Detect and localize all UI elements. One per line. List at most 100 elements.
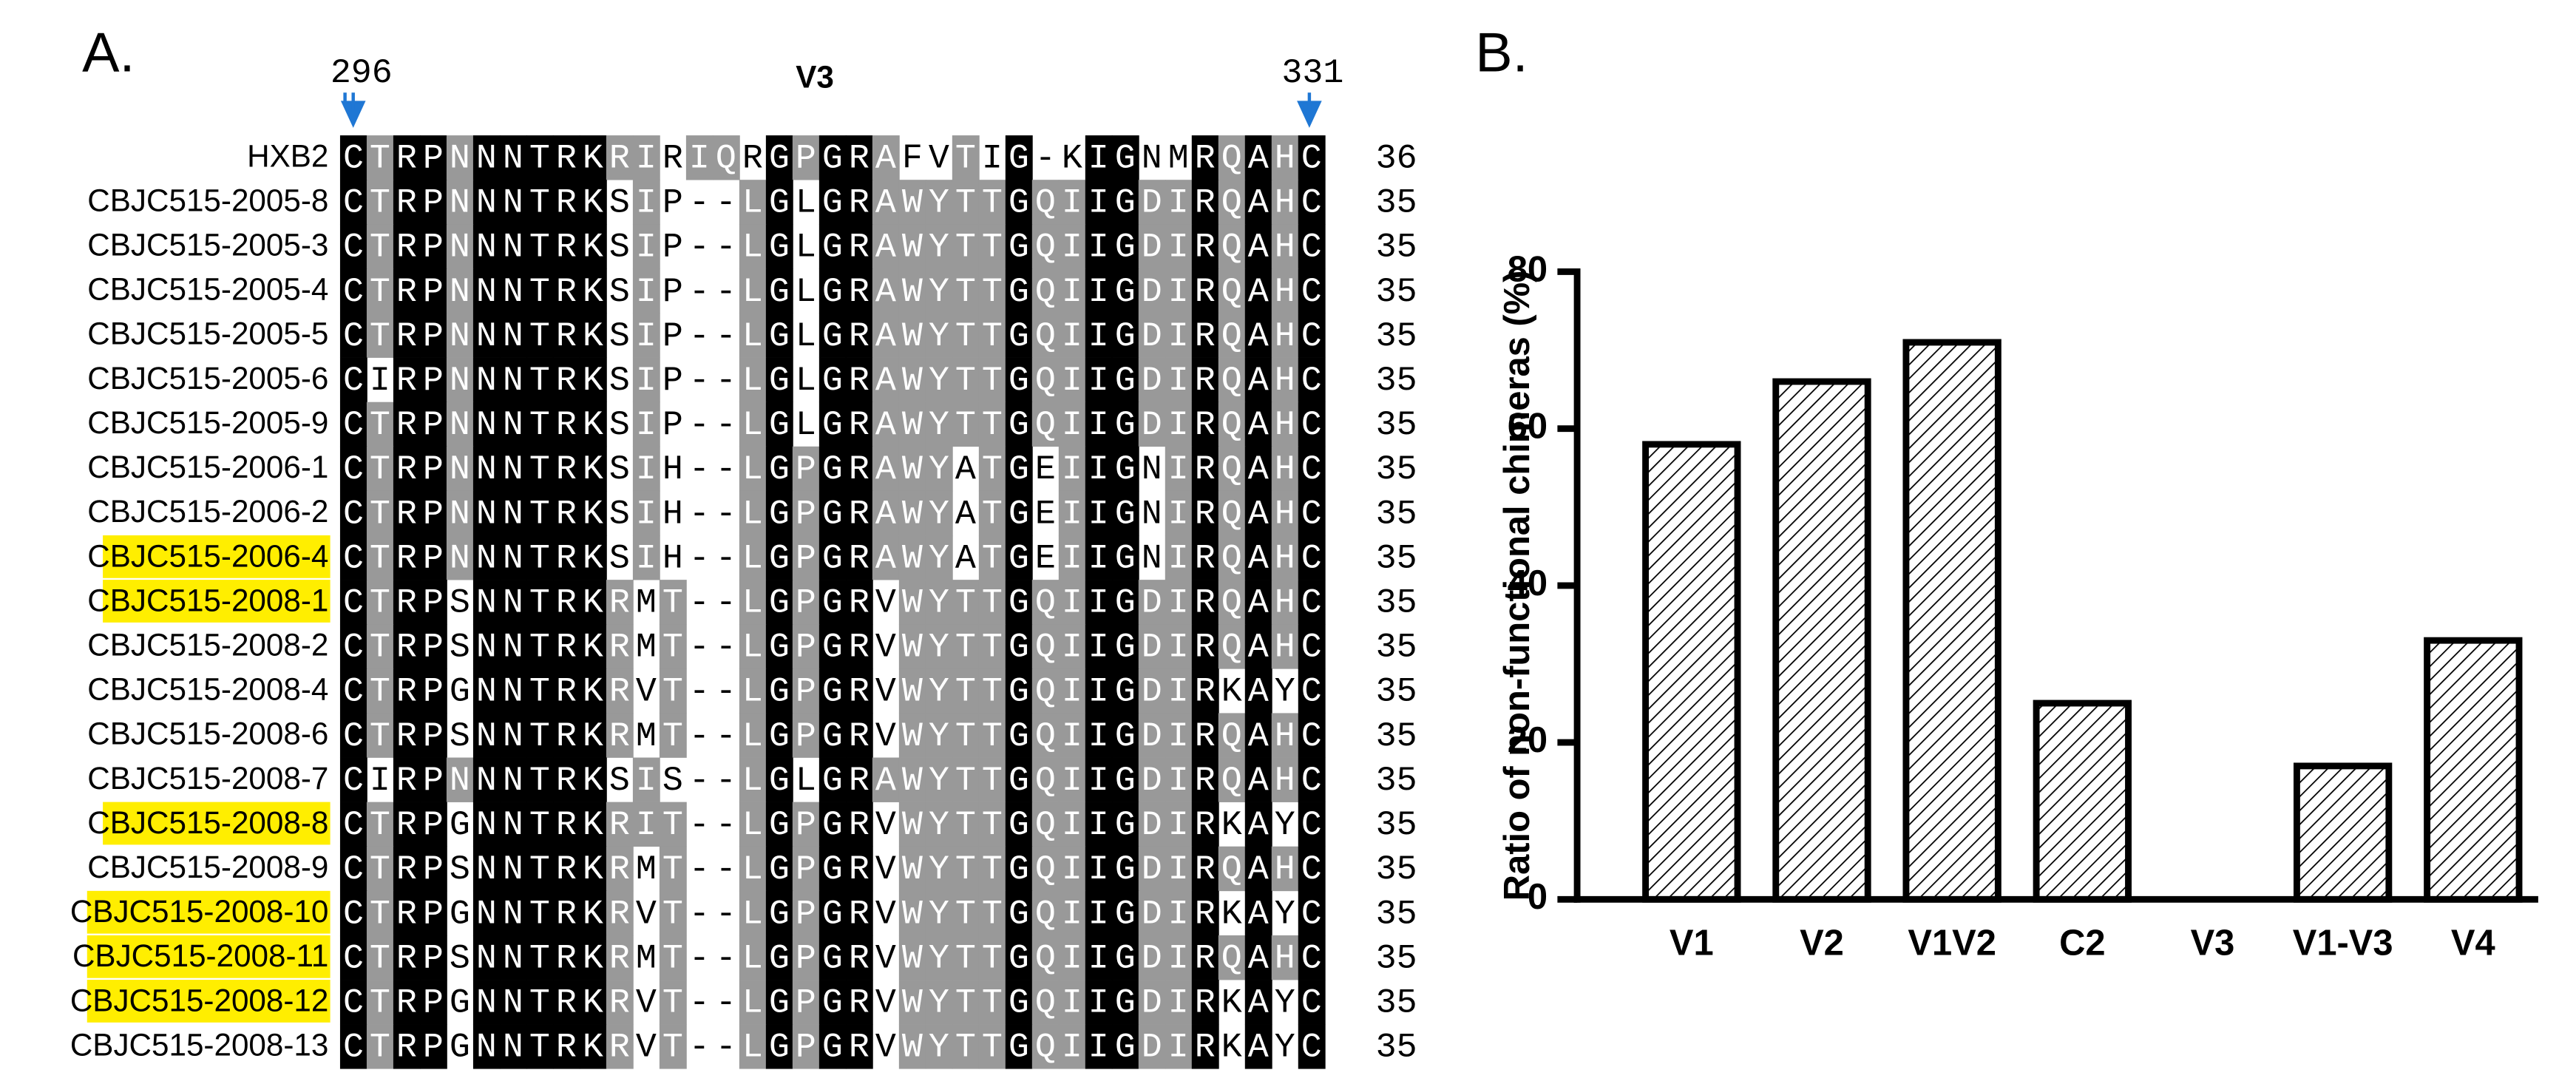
residue: V bbox=[636, 895, 657, 934]
residue: W bbox=[902, 939, 923, 978]
residue: P bbox=[423, 983, 444, 1023]
residue: I bbox=[1062, 495, 1082, 534]
residue: T bbox=[982, 1029, 1003, 1068]
highlight bbox=[103, 535, 331, 578]
residue: T bbox=[529, 939, 550, 978]
residue-shade bbox=[845, 268, 873, 314]
residue: - bbox=[716, 273, 736, 312]
residue-shade bbox=[579, 580, 607, 625]
residue: R bbox=[396, 406, 417, 445]
residue: T bbox=[982, 539, 1003, 578]
residue: A bbox=[875, 273, 896, 312]
residue: G bbox=[769, 406, 790, 445]
residue: I bbox=[1062, 939, 1082, 978]
residue: Q bbox=[1035, 184, 1056, 223]
residue: Q bbox=[1221, 450, 1242, 490]
residue: G bbox=[1115, 450, 1136, 490]
residue: G bbox=[822, 273, 843, 312]
residue: R bbox=[849, 584, 870, 623]
residue: H bbox=[1275, 495, 1295, 534]
residue: Y bbox=[929, 450, 949, 490]
residue: R bbox=[609, 629, 630, 668]
residue: A bbox=[1248, 983, 1269, 1023]
residue: G bbox=[1115, 762, 1136, 801]
residue: N bbox=[476, 629, 497, 668]
residue-shade bbox=[925, 580, 953, 625]
residue: I bbox=[636, 362, 657, 401]
residue: V bbox=[636, 1029, 657, 1068]
residue: D bbox=[1142, 762, 1162, 801]
residue-shade bbox=[1111, 624, 1139, 669]
residue-shade bbox=[1031, 402, 1060, 447]
residue: T bbox=[982, 184, 1003, 223]
residue-shade bbox=[845, 580, 873, 625]
residue: Y bbox=[929, 184, 949, 223]
residue: Y bbox=[929, 584, 949, 623]
residue-shade bbox=[472, 224, 501, 269]
residue: K bbox=[1221, 983, 1242, 1023]
residue-shade bbox=[1085, 313, 1113, 358]
residue-shade bbox=[1005, 268, 1033, 314]
residue-shade bbox=[366, 446, 394, 492]
residue: C bbox=[343, 762, 364, 801]
residue-shade bbox=[339, 313, 367, 358]
residue: P bbox=[423, 939, 444, 978]
residue: R bbox=[1195, 228, 1216, 268]
residue: A bbox=[955, 450, 976, 490]
residue: I bbox=[1062, 273, 1082, 312]
bar bbox=[1642, 441, 1741, 903]
residue: H bbox=[1275, 317, 1295, 356]
residue-shade bbox=[818, 713, 847, 758]
residue-shade bbox=[765, 224, 793, 269]
residue-shade bbox=[1058, 846, 1086, 892]
residue-shade bbox=[1031, 224, 1060, 269]
residue: P bbox=[423, 273, 444, 312]
residue-shade bbox=[978, 668, 1006, 714]
residue-shade bbox=[366, 535, 394, 580]
residue: - bbox=[689, 450, 710, 490]
residue: D bbox=[1142, 584, 1162, 623]
residue: G bbox=[1115, 1029, 1136, 1068]
residue: G bbox=[1009, 762, 1029, 801]
residue-shade bbox=[952, 713, 980, 758]
residue: C bbox=[1301, 1029, 1322, 1068]
residue-shade bbox=[526, 535, 554, 580]
residue-shade bbox=[792, 490, 820, 536]
sequence-name: CBJC515-2008-12 bbox=[70, 983, 329, 1017]
residue-shade bbox=[606, 802, 634, 847]
residue-shade bbox=[552, 535, 580, 580]
residue: T bbox=[662, 629, 683, 668]
residue: S bbox=[609, 228, 630, 268]
residue: D bbox=[1142, 362, 1162, 401]
residue: K bbox=[1221, 806, 1242, 845]
residue: A bbox=[1248, 806, 1269, 845]
residue: R bbox=[849, 895, 870, 934]
residue: P bbox=[423, 762, 444, 801]
residue: T bbox=[370, 228, 390, 268]
residue-shade bbox=[818, 135, 847, 180]
residue: T bbox=[370, 273, 390, 312]
residue: N bbox=[476, 362, 497, 401]
residue: D bbox=[1142, 895, 1162, 934]
residue-shade bbox=[1005, 490, 1033, 536]
residue-shade bbox=[952, 846, 980, 892]
residue-shade bbox=[739, 224, 767, 269]
residue-shade bbox=[765, 268, 793, 314]
residue-shade bbox=[1191, 668, 1219, 714]
residue-shade bbox=[632, 135, 660, 180]
residue: P bbox=[423, 895, 444, 934]
residue-shade bbox=[1085, 535, 1113, 580]
residue-shade bbox=[472, 490, 501, 536]
residue-shade bbox=[845, 535, 873, 580]
residue-shade bbox=[898, 402, 926, 447]
residue: R bbox=[1195, 673, 1216, 712]
residue-shade bbox=[579, 757, 607, 802]
residue: N bbox=[503, 850, 523, 890]
residue-shade bbox=[526, 402, 554, 447]
residue: N bbox=[503, 762, 523, 801]
residue: T bbox=[955, 939, 976, 978]
highlight bbox=[103, 580, 331, 623]
residue: E bbox=[1035, 495, 1056, 534]
bar bbox=[2033, 699, 2132, 903]
